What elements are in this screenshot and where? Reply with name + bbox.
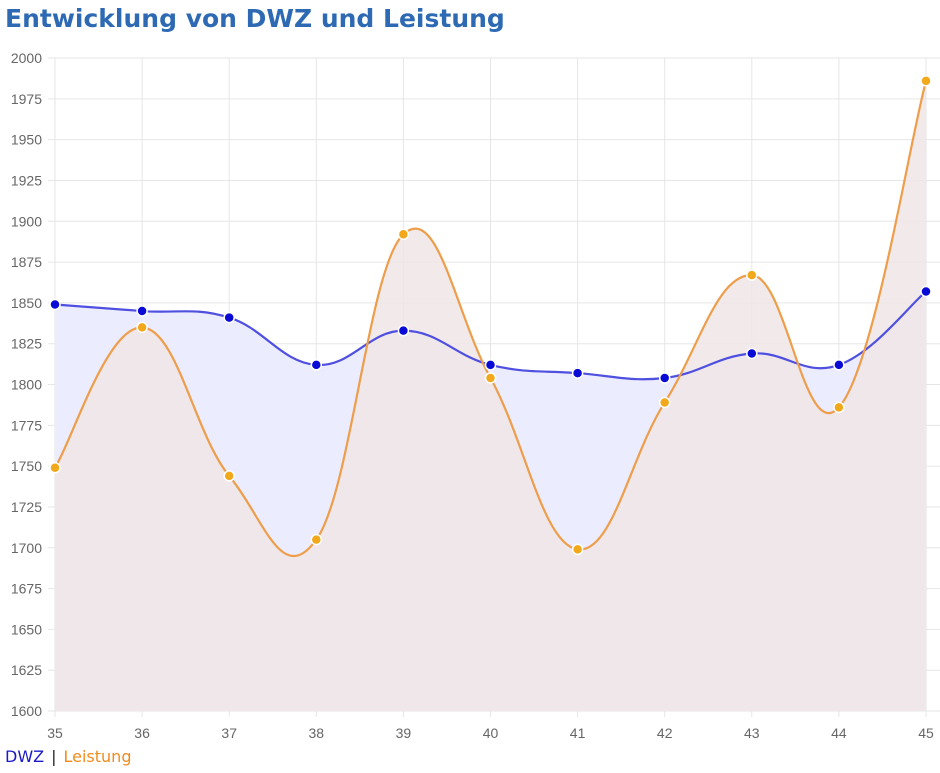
data-point-leistung[interactable] (658, 396, 671, 409)
data-point-leistung[interactable] (49, 462, 61, 474)
data-point-dwz[interactable] (833, 359, 845, 371)
x-tick-label: 44 (831, 725, 847, 741)
x-tick-label: 45 (918, 725, 934, 741)
series-line-leistung (54, 80, 928, 557)
y-tick-label: 1775 (11, 417, 42, 433)
data-point-dwz[interactable] (920, 285, 932, 298)
data-point-leistung[interactable] (397, 228, 410, 241)
legend-separator: | (51, 747, 57, 766)
y-tick-label: 1800 (11, 377, 42, 393)
y-tick-label: 1650 (11, 621, 42, 637)
y-tick-label: 1675 (11, 581, 42, 597)
data-point-leistung[interactable] (484, 372, 497, 384)
y-tick-label: 1750 (11, 458, 42, 474)
y-tick-label: 1950 (11, 132, 42, 148)
data-point-dwz[interactable] (223, 311, 235, 324)
y-tick-label: 1900 (11, 213, 42, 229)
data-point-dwz[interactable] (49, 298, 61, 311)
legend-item-leistung[interactable]: Leistung (63, 747, 132, 766)
area-fills (55, 80, 926, 712)
line-chart: 1600 1625 1650 1675 1700 1725 1750 1775 1800 1825… (11, 50, 940, 741)
area-fill-leistung (55, 80, 926, 712)
x-tick-label: 42 (657, 725, 673, 741)
legend-item-dwz[interactable]: DWZ (5, 747, 45, 766)
data-point-leistung[interactable] (920, 75, 932, 87)
x-tick-label: 39 (396, 725, 412, 741)
data-point-leistung[interactable] (571, 543, 584, 556)
x-tick-label: 43 (744, 725, 760, 741)
y-tick-label: 1625 (11, 662, 42, 678)
data-point-dwz[interactable] (484, 359, 497, 371)
y-tick-label: 1875 (11, 254, 42, 270)
data-point-dwz[interactable] (136, 305, 148, 317)
data-point-leistung[interactable] (310, 533, 323, 546)
y-tick-label: 1700 (11, 540, 42, 556)
y-tick-label: 1725 (11, 499, 42, 515)
x-tick-label: 41 (570, 725, 586, 741)
data-point-dwz[interactable] (397, 324, 410, 337)
chart-title: Entwicklung von DWZ und Leistung (5, 4, 505, 33)
y-tick-label: 1975 (11, 91, 42, 107)
x-tick-label: 40 (483, 725, 499, 741)
y-tick-label: 1925 (11, 172, 42, 188)
y-tick-label: 2000 (11, 50, 42, 66)
x-tick-label: 35 (47, 725, 63, 741)
data-points (49, 75, 932, 556)
x-tick-label: 36 (134, 725, 150, 741)
data-point-dwz[interactable] (658, 372, 671, 384)
data-point-leistung[interactable] (136, 321, 148, 334)
legend: DWZ | Leistung (5, 746, 131, 768)
y-tick-label: 1850 (11, 295, 42, 311)
x-tick-label: 37 (221, 725, 237, 741)
data-point-dwz[interactable] (571, 367, 584, 379)
data-point-dwz[interactable] (310, 359, 323, 371)
data-point-leistung[interactable] (223, 470, 235, 482)
tick-labels: 1600 1625 1650 1675 1700 1725 1750 1775 1800 1825… (11, 50, 934, 741)
data-point-leistung[interactable] (746, 269, 758, 281)
data-point-dwz[interactable] (746, 347, 758, 360)
y-tick-label: 1600 (11, 703, 42, 719)
data-point-leistung[interactable] (833, 401, 845, 414)
y-tick-label: 1825 (11, 336, 42, 352)
x-tick-label: 38 (309, 725, 325, 741)
